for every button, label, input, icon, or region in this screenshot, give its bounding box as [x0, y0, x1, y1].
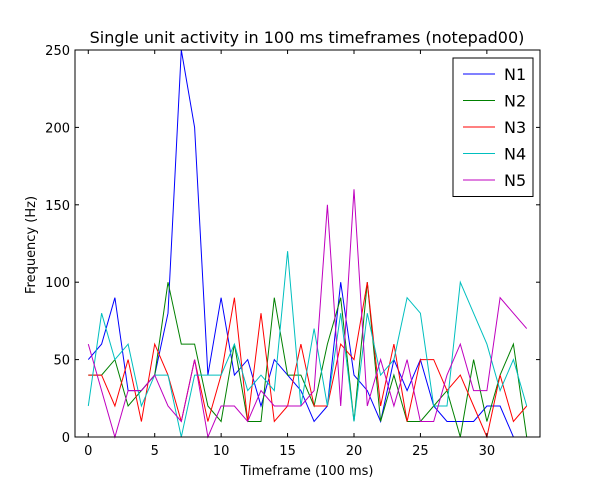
y-tick-label: 150 — [45, 199, 70, 214]
plot-frame — [74, 49, 541, 438]
series-line-n4 — [87, 251, 528, 438]
y-tick-label: 200 — [45, 121, 70, 136]
x-tick-label: 30 — [479, 444, 496, 459]
x-tick-label: 10 — [213, 444, 230, 459]
series-line-n1 — [87, 49, 527, 438]
y-tick-label: 50 — [53, 354, 70, 369]
series-line-n5 — [87, 189, 528, 439]
x-tick-label: 5 — [151, 444, 159, 459]
x-tick-label: 20 — [346, 444, 363, 459]
chart-title: Single unit activity in 100 ms timeframe… — [90, 28, 525, 47]
legend-label-n5: N5 — [504, 171, 526, 190]
y-tick-label: 250 — [45, 44, 70, 59]
x-tick-label: 15 — [279, 444, 296, 459]
series-layer — [87, 49, 528, 439]
series-line-n2 — [88, 282, 528, 438]
y-tick-label: 0 — [62, 431, 70, 446]
axes-layer: 0 5 10 15 20 25 30 0 50 100 150 200 250 — [45, 44, 541, 459]
y-tick-label: 100 — [45, 276, 70, 291]
y-axis-label: Frequency (Hz) — [24, 196, 39, 294]
legend-label-n3: N3 — [504, 118, 526, 137]
legend-label-n2: N2 — [504, 92, 526, 111]
x-tick-label: 0 — [84, 444, 92, 459]
x-axis-label: Timeframe (100 ms) — [239, 464, 373, 479]
legend: N1 N2 N3 N4 N5 — [452, 57, 534, 197]
series-line-n3 — [88, 282, 528, 439]
legend-label-n4: N4 — [504, 145, 526, 164]
x-tick-label: 25 — [412, 444, 429, 459]
legend-label-n1: N1 — [504, 65, 526, 84]
